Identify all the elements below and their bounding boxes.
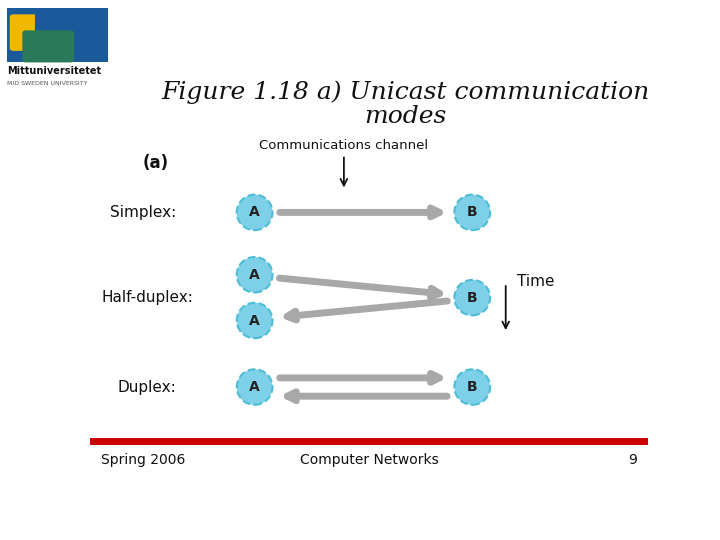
Text: Mittuniversitetet: Mittuniversitetet [7, 66, 102, 76]
Text: A: A [249, 268, 260, 282]
Ellipse shape [237, 369, 272, 405]
FancyBboxPatch shape [35, 12, 81, 53]
Text: Figure 1.18 a) Unicast communication: Figure 1.18 a) Unicast communication [161, 80, 649, 104]
FancyBboxPatch shape [22, 30, 74, 63]
FancyBboxPatch shape [90, 438, 648, 446]
Ellipse shape [454, 369, 490, 405]
Text: Communications channel: Communications channel [259, 139, 428, 152]
Text: 9: 9 [628, 453, 637, 467]
Text: B: B [467, 291, 477, 305]
Bar [7, 8, 108, 62]
FancyBboxPatch shape [10, 15, 55, 51]
Text: Simplex:: Simplex: [110, 205, 176, 220]
Ellipse shape [454, 194, 490, 230]
Text: Spring 2006: Spring 2006 [101, 453, 186, 467]
Ellipse shape [454, 280, 490, 315]
Text: A: A [249, 380, 260, 394]
Text: (a): (a) [143, 153, 169, 172]
Ellipse shape [237, 303, 272, 338]
Text: A: A [249, 205, 260, 219]
Text: A: A [249, 314, 260, 328]
Ellipse shape [237, 257, 272, 293]
Text: modes: modes [364, 105, 446, 129]
Ellipse shape [237, 194, 272, 230]
Text: Time: Time [517, 274, 554, 288]
Text: MID SWEDEN UNIVERSITY: MID SWEDEN UNIVERSITY [7, 81, 88, 86]
Text: Computer Networks: Computer Networks [300, 453, 438, 467]
Text: B: B [467, 380, 477, 394]
Text: Duplex:: Duplex: [118, 380, 176, 395]
Text: Half-duplex:: Half-duplex: [102, 290, 193, 305]
Text: B: B [467, 205, 477, 219]
